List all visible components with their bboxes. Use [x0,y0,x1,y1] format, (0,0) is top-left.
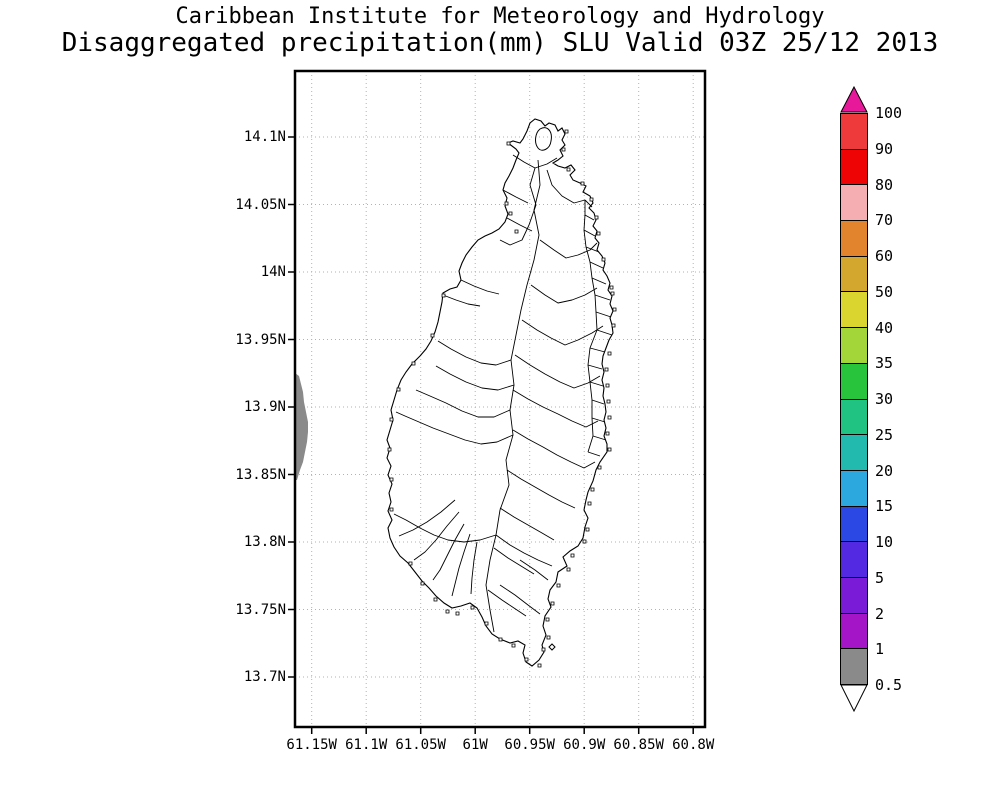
y-axis-tick-label: 13.95N [235,331,286,348]
colorbar-tick-label: 2 [875,604,885,623]
colorbar-segment [840,220,868,257]
colorbar-tick-label: 40 [875,318,894,337]
colorbar-tick-label: 1 [875,640,885,659]
colorbar-segment [840,505,868,543]
y-axis-tick-label: 13.8N [243,534,286,550]
colorbar-segment [840,113,868,150]
colorbar-over-arrow [840,85,868,113]
coastal-pixel-notches [387,129,617,668]
y-axis-tick-label: 14.1N [243,129,286,145]
colorbar-tick-label: 60 [875,247,894,265]
plot-border [293,69,707,729]
colorbar-tick-label: 25 [875,425,894,444]
colorbar-tick-label: 5 [875,568,885,587]
colorbar-tick-label: 10 [875,533,894,551]
figure-title-line1: Caribbean Institute for Meteorology and … [175,4,825,29]
colorbar-segment [840,255,868,293]
colorbar-segment [840,434,868,471]
colorbar-tick-label: 0.5 [875,676,903,694]
x-axis-tick-label: 61.15W [286,737,337,753]
x-axis-tick-label: 61W [462,737,488,753]
colorbar-segment [840,291,868,329]
y-axis-tick-label: 13.75N [235,601,286,618]
watershed-lines [393,154,613,633]
x-axis-tick-label: 60.85W [613,737,664,753]
colorbar-segment [840,612,868,650]
precip-shade-westedge [295,373,308,480]
y-axis-tick-label: 13.7N [243,669,286,685]
colorbar-segment [840,362,868,400]
colorbar-segment [840,184,868,222]
colorbar-segment [840,648,868,685]
colorbar-under-arrow [840,684,868,713]
x-axis-tick-label: 60.9W [563,737,606,753]
graticule-gridlines [295,71,705,727]
x-axis-tick-label: 61.1W [345,737,388,753]
colorbar-segment [840,576,868,614]
colorbar-segment [840,469,868,507]
colorbar-tick-label: 20 [875,461,894,480]
north-knob-basin [535,127,552,151]
y-axis-tick-label: 14.05N [235,196,286,213]
colorbar-segment [840,148,868,186]
colorbar-tick-label: 100 [875,104,903,122]
offshore-islet [548,643,556,651]
y-axis-tick-label: 13.9N [243,399,286,415]
colorbar-tick-label: 15 [875,497,894,516]
y-axis-tick-label: 14N [260,264,286,280]
colorbar-segment [840,327,868,364]
map-plot [288,69,707,734]
figure-title-line2: Disaggregated precipitation(mm) SLU Vali… [61,28,939,58]
colorbar-tick-label: 35 [875,354,894,373]
colorbar-tick-label: 70 [875,211,894,230]
colorbar-tick-label: 50 [875,282,894,301]
colorbar-segments [840,113,868,685]
colorbar-tick-label: 80 [875,175,894,194]
x-axis-tick-label: 60.95W [504,737,555,753]
x-axis-tick-label: 61.05W [395,737,446,753]
axis-ticks [288,136,694,734]
y-axis-tick-label: 13.85N [235,466,286,483]
x-axis-tick-label: 60.8W [672,737,715,753]
colorbar-tick-label: 90 [875,139,894,158]
colorbar-segment [840,398,868,436]
colorbar-segment [840,541,868,578]
colorbar-tick-label: 30 [875,390,894,408]
